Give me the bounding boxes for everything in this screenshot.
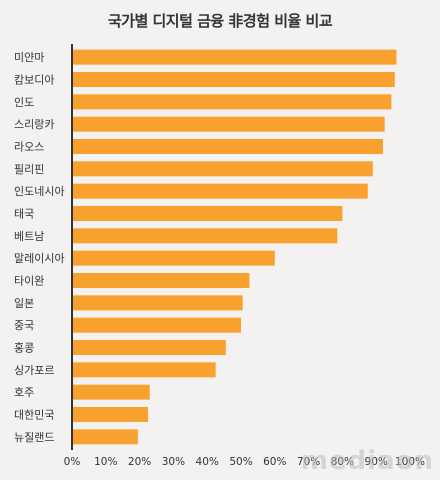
x-tick-label: 20% [128, 456, 151, 468]
bar [72, 362, 216, 378]
category-label: 라오스 [14, 141, 44, 154]
bar [72, 250, 275, 266]
category-label: 일본 [14, 296, 34, 310]
bar [72, 206, 343, 221]
bar [72, 384, 150, 400]
bar [72, 183, 368, 199]
x-tick-label: 40% [196, 456, 219, 468]
category-label: 뉴질랜드 [14, 431, 54, 444]
category-label: 싱가포르 [14, 364, 54, 377]
category-label: 타이완 [14, 275, 44, 288]
category-label: 홍콩 [14, 341, 34, 355]
watermark-logo: mediaon [300, 446, 434, 476]
x-tick-label: 0% [64, 456, 81, 468]
category-label: 필리핀 [14, 163, 44, 176]
x-tick-label: 90% [365, 456, 388, 468]
x-tick-label: 100% [395, 456, 425, 468]
category-label: 대한민국 [14, 409, 54, 422]
category-label: 말레이시아 [14, 252, 65, 265]
category-label: 중국 [14, 319, 34, 332]
bar [72, 295, 243, 311]
bar [72, 94, 392, 110]
bar [72, 228, 338, 244]
chart-title: 국가별 디지털 금융 非경험 비율 비교 [107, 12, 333, 30]
category-label: 인도네시아 [14, 185, 65, 198]
bar [72, 116, 385, 132]
x-tick-label: 50% [229, 456, 252, 468]
bar [72, 72, 395, 87]
x-tick-label: 60% [263, 456, 286, 468]
bar [72, 340, 226, 355]
category-label: 태국 [14, 208, 34, 221]
category-label: 인도 [14, 96, 34, 109]
x-tick-label: 10% [94, 456, 117, 468]
bar [72, 429, 138, 445]
category-label: 캄보디아 [14, 74, 54, 87]
bar [72, 139, 383, 154]
bar [72, 317, 241, 333]
bar [72, 407, 149, 422]
category-label: 호주 [14, 386, 34, 399]
category-label: 스리랑카 [14, 118, 54, 131]
category-label: 미얀마 [14, 50, 44, 64]
category-label: 베트남 [14, 230, 44, 243]
bar [72, 273, 250, 288]
bar [72, 161, 373, 177]
bar [72, 49, 397, 65]
x-tick-label: 30% [162, 456, 185, 468]
x-tick-label: 80% [331, 456, 354, 468]
x-tick-label: 70% [297, 456, 320, 468]
